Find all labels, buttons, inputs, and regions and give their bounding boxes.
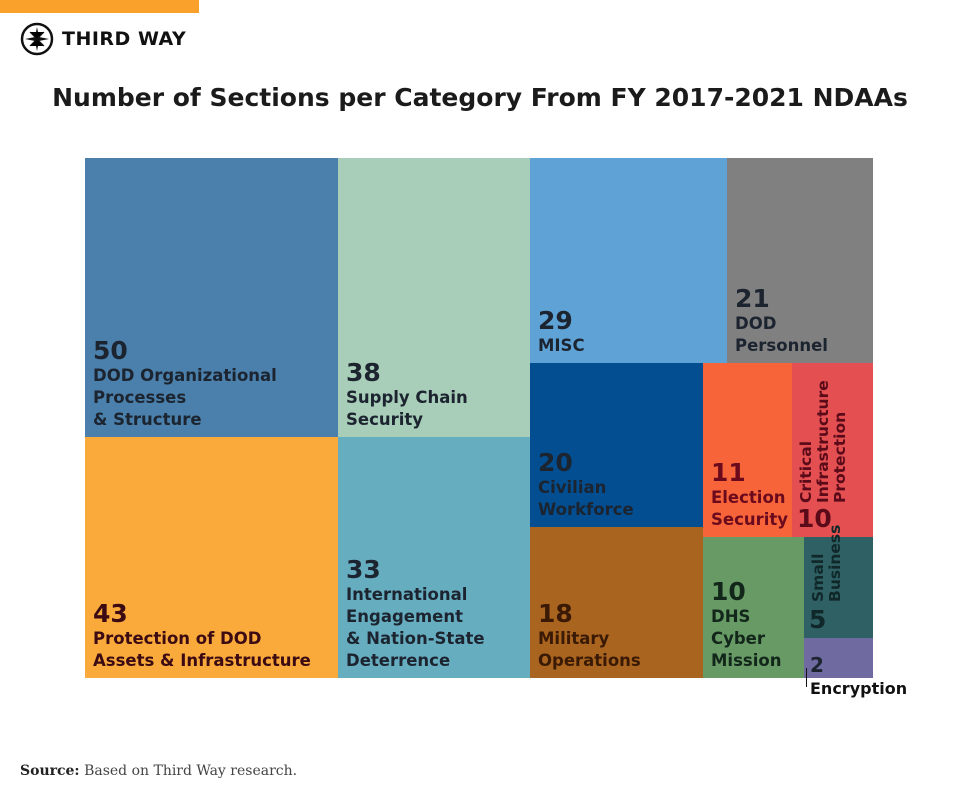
tile-label-line: Protection of DOD (93, 629, 262, 648)
encryption-label: Encryption (810, 679, 908, 698)
tile-value: 18 (538, 599, 573, 628)
tile-label: 21 DOD Personnel (735, 285, 873, 357)
tile-label-line: & Nation-State (346, 629, 485, 648)
tile-value: 29 (538, 306, 573, 335)
tile-value: 43 (93, 599, 128, 628)
tile-label: 29 MISC (538, 307, 585, 357)
tile-label: 10 DHS Cyber Mission (711, 578, 781, 672)
tile-value: 21 (735, 284, 770, 313)
tile-label: 11 Election Security (711, 459, 788, 531)
tile-value: 38 (346, 358, 381, 387)
source-note: Source: Based on Third Way research. (20, 763, 297, 779)
tile-label: 2 (810, 654, 824, 676)
tile-label-line: DOD Organizational Processes (93, 366, 277, 407)
tile-value: 10 (711, 577, 746, 606)
tile-label-line: Cyber (711, 629, 766, 648)
accent-bar (0, 0, 199, 13)
tile-critical-infrastructure-protection: Critical Infrastructure Protection 10 (792, 363, 873, 537)
tile-misc: 29 MISC (530, 158, 727, 363)
tile-supply-chain-security: 38 Supply Chain Security (338, 158, 530, 437)
tile-label: 10 (797, 505, 832, 533)
tile-label-line: Assets & Infrastructure (93, 651, 311, 670)
tile-label-line: Workforce (538, 500, 634, 519)
tile-label-vertical: Small Business (809, 524, 844, 602)
tile-military-operations: 18 Military Operations (530, 527, 703, 678)
tile-protection-of-dod-assets-infrastructure: 43 Protection of DOD Assets & Infrastructu… (85, 437, 338, 678)
tile-label-line: Civilian (538, 478, 607, 497)
tile-label-vertical: Critical Infrastructure Protection (797, 380, 849, 503)
tile-label-line: Engagement (346, 607, 463, 626)
source-label: Source: (20, 763, 80, 779)
tile-label: 38 Supply Chain Security (346, 359, 468, 431)
tile-label-line: Mission (711, 651, 782, 670)
tile-label: 5 (809, 606, 826, 634)
tile-label-line: International (346, 585, 468, 604)
tile-label: 43 Protection of DOD Assets & Infrastructu… (93, 600, 311, 672)
tile-label-line: Operations (538, 651, 641, 670)
tile-value: 5 (809, 605, 827, 634)
tile-value: 10 (797, 504, 832, 533)
tile-label-line: Supply Chain (346, 388, 468, 407)
tile-civilian-workforce: 20 Civilian Workforce (530, 363, 703, 527)
tile-label-line: DOD Personnel (735, 314, 828, 355)
tile-encryption: 2 (804, 638, 873, 678)
tile-label-line: & Structure (93, 410, 202, 429)
tile-value: 33 (346, 555, 381, 584)
tile-label-line: Election (711, 488, 786, 507)
chart-title: Number of Sections per Category From FY … (52, 83, 908, 112)
tile-label-line: Military (538, 629, 610, 648)
encryption-leader-line (806, 668, 807, 687)
tile-international-engagement-nation-state-deterrence: 33 International Engagement & Nation-State D… (338, 437, 530, 678)
tile-election-security: 11 Election Security (703, 363, 792, 537)
tile-dod-organizational-processes-structure: 50 DOD Organizational Processes & Structur… (85, 158, 338, 437)
tile-label-line: Security (346, 410, 424, 429)
compass-icon (20, 22, 54, 56)
tile-label: 33 International Engagement & Nation-State D… (346, 556, 485, 672)
tile-value: 50 (93, 336, 128, 365)
tile-label: 50 DOD Organizational Processes & Structur… (93, 337, 338, 431)
tile-small-business: Small Business 5 (804, 525, 873, 638)
tile-label: 18 Military Operations (538, 600, 641, 672)
logo: THIRD WAY (20, 22, 186, 56)
source-text: Based on Third Way research. (84, 763, 298, 779)
tile-value: 11 (711, 458, 746, 487)
tile-label: 20 Civilian Workforce (538, 449, 634, 521)
brand-name: THIRD WAY (62, 28, 187, 50)
tile-dhs-cyber-mission: 10 DHS Cyber Mission (703, 537, 804, 678)
tile-value: 20 (538, 448, 573, 477)
tile-dod-personnel: 21 DOD Personnel (727, 158, 873, 363)
tile-label-line: Security (711, 510, 789, 529)
tile-label-line: DHS (711, 607, 751, 626)
tile-label-line: MISC (538, 336, 585, 355)
tile-label-line: Deterrence (346, 651, 451, 670)
tile-value: 2 (810, 653, 824, 677)
